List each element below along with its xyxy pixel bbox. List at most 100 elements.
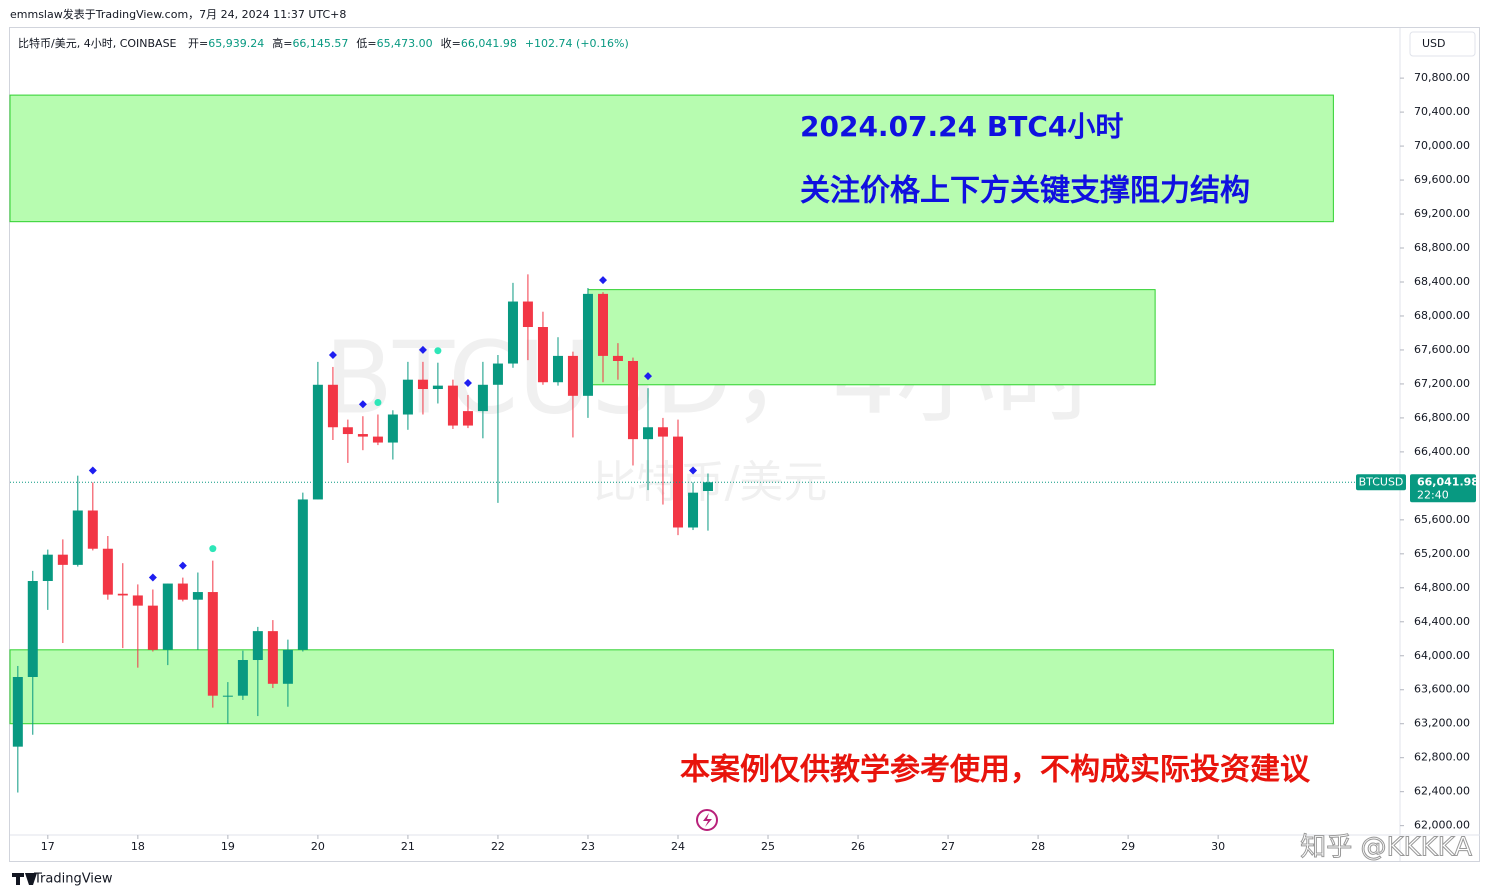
- plot: 62,000.00 62,400.00 62,800.00 63,200.00 63,6…: [9, 71, 1479, 853]
- candle-body: [312, 384, 323, 500]
- ohlc-label: 收=: [440, 37, 461, 50]
- candle-body: [297, 499, 308, 650]
- signal-diamond: [644, 372, 653, 381]
- candle-body: [462, 411, 473, 426]
- candle-body: [27, 581, 38, 677]
- candle-body: [417, 379, 428, 390]
- candle-body: [598, 293, 609, 356]
- y-tick-label: 66,800.00: [1414, 411, 1470, 424]
- signal-diamond: [178, 561, 187, 570]
- candle-body: [117, 593, 128, 596]
- y-tick-label: 70,800.00: [1414, 71, 1470, 84]
- y-tick-label: 66,400.00: [1414, 445, 1470, 458]
- x-tick-label: 18: [131, 840, 145, 853]
- ohlc-label: 开=: [188, 37, 209, 50]
- currency: USD: [1422, 37, 1446, 50]
- y-tick-label: 68,000.00: [1414, 309, 1470, 322]
- icon: [703, 813, 712, 827]
- y-tick-label: 67,600.00: [1414, 343, 1470, 356]
- byline: emmslaw发表于TradingView.com，7月 24, 2024 11…: [10, 8, 347, 21]
- candle-body: [12, 676, 23, 747]
- candle-body: [177, 583, 188, 600]
- signal-diamond: [599, 276, 608, 285]
- price-tag-box: [1410, 474, 1476, 503]
- signal-diamond: [328, 350, 337, 359]
- candle-body: [688, 492, 699, 528]
- y-tick-label: 70,000.00: [1414, 139, 1470, 152]
- candle-body: [222, 695, 233, 697]
- ohlc-value: 66,041.98: [460, 37, 517, 50]
- candle-body: [207, 592, 218, 696]
- candle-body: [643, 427, 654, 440]
- x-tick-label: 21: [401, 840, 415, 853]
- x-tick-label: 27: [941, 840, 955, 853]
- candle-body: [492, 363, 503, 385]
- y-tick-label: 63,200.00: [1414, 717, 1470, 730]
- y-tick-label: 70,400.00: [1414, 105, 1470, 118]
- currency-button[interactable]: [1409, 31, 1476, 57]
- candle-body: [147, 605, 158, 650]
- candle-body: [357, 434, 368, 437]
- y-tick-label: 69,200.00: [1414, 207, 1470, 220]
- candle-body: [552, 355, 563, 383]
- watermark-zhihu: 知乎 @KKKKA: [1300, 833, 1472, 863]
- candle-body: [192, 592, 203, 600]
- zone: [9, 649, 1334, 725]
- brand: TradingView: [33, 872, 113, 887]
- candle-body: [447, 385, 458, 426]
- y-tick-label: 64,000.00: [1414, 649, 1470, 662]
- candle-body: [387, 414, 398, 443]
- candle-body: [327, 384, 338, 428]
- y-tick-label: 62,400.00: [1414, 785, 1470, 798]
- candle-body: [87, 510, 98, 549]
- signal-diamond: [418, 345, 427, 354]
- icon[interactable]: [696, 809, 718, 831]
- signal-diamond: [148, 573, 157, 582]
- frame: [9, 27, 1480, 862]
- y-tick-label: 62,800.00: [1414, 751, 1470, 764]
- candle-body: [657, 427, 668, 437]
- symbol-tag-box: [1356, 474, 1406, 491]
- x-tick-label: 29: [1121, 840, 1135, 853]
- x-tick-label: 26: [851, 840, 865, 853]
- countdown: 22:40: [1417, 488, 1449, 501]
- candle-body: [132, 595, 143, 606]
- candle-body: [537, 327, 548, 383]
- candle-body: [57, 554, 68, 565]
- y-tick-label: 69,600.00: [1414, 173, 1470, 186]
- candle-body: [567, 355, 578, 396]
- y-tick-label: 62,000.00: [1414, 819, 1470, 832]
- candle-body: [342, 427, 353, 435]
- x-tick-label: 30: [1211, 840, 1225, 853]
- y-tick-label: 64,400.00: [1414, 615, 1470, 628]
- signal-circle: [209, 545, 217, 553]
- candle-body: [627, 360, 638, 440]
- signal-diamond: [463, 378, 472, 387]
- candle-body: [612, 355, 623, 361]
- candle-body: [237, 660, 248, 696]
- candle-body: [432, 385, 443, 390]
- logo: [12, 873, 37, 885]
- x-tick-label: 23: [581, 840, 595, 853]
- y-tick-label: 65,600.00: [1414, 513, 1470, 526]
- candle-body: [372, 436, 383, 443]
- signal-diamond: [358, 400, 367, 409]
- x-tick-label: 28: [1031, 840, 1045, 853]
- x-tick-label: 22: [491, 840, 505, 853]
- y-tick-label: 67,200.00: [1414, 377, 1470, 390]
- candle-body: [162, 583, 173, 650]
- x-tick-label: 25: [761, 840, 775, 853]
- signal-diamond: [689, 466, 698, 475]
- y-tick-label: 65,200.00: [1414, 547, 1470, 560]
- zone: [9, 94, 1334, 223]
- candle-body: [582, 293, 593, 396]
- x-tick-label: 20: [311, 840, 325, 853]
- ohlc-value: 65,939.24: [208, 37, 265, 50]
- candle-body: [672, 436, 683, 528]
- signal-diamond: [88, 466, 97, 475]
- candle-body: [252, 631, 263, 661]
- legend: 比特币/美元, 4小时, COINBASE 开=65,939.24 高=66,14…: [18, 35, 629, 51]
- candle-body: [72, 510, 83, 565]
